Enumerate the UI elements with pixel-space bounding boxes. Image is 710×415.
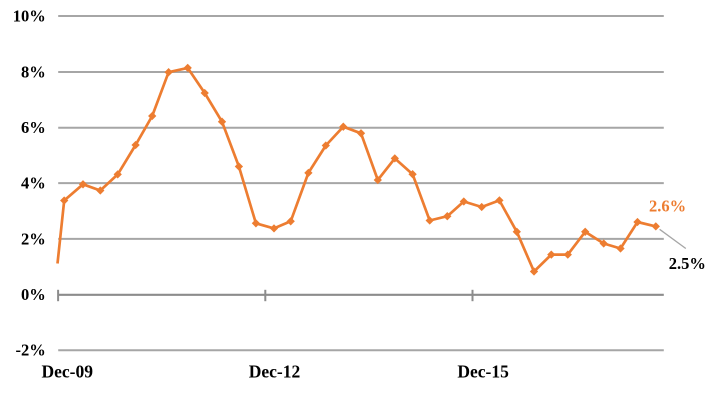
svg-text:4%: 4%	[21, 174, 46, 193]
svg-text:6%: 6%	[21, 118, 46, 137]
svg-text:2.6%: 2.6%	[649, 196, 686, 215]
svg-text:8%: 8%	[21, 62, 46, 81]
svg-text:-2%: -2%	[16, 341, 46, 360]
svg-text:2%: 2%	[21, 229, 46, 248]
svg-text:Dec-15: Dec-15	[457, 362, 509, 382]
svg-text:0%: 0%	[21, 285, 46, 304]
svg-text:10%: 10%	[13, 6, 46, 25]
svg-text:Dec-12: Dec-12	[249, 362, 301, 382]
svg-text:2.5%: 2.5%	[669, 254, 706, 273]
svg-text:Dec-09: Dec-09	[41, 362, 93, 382]
